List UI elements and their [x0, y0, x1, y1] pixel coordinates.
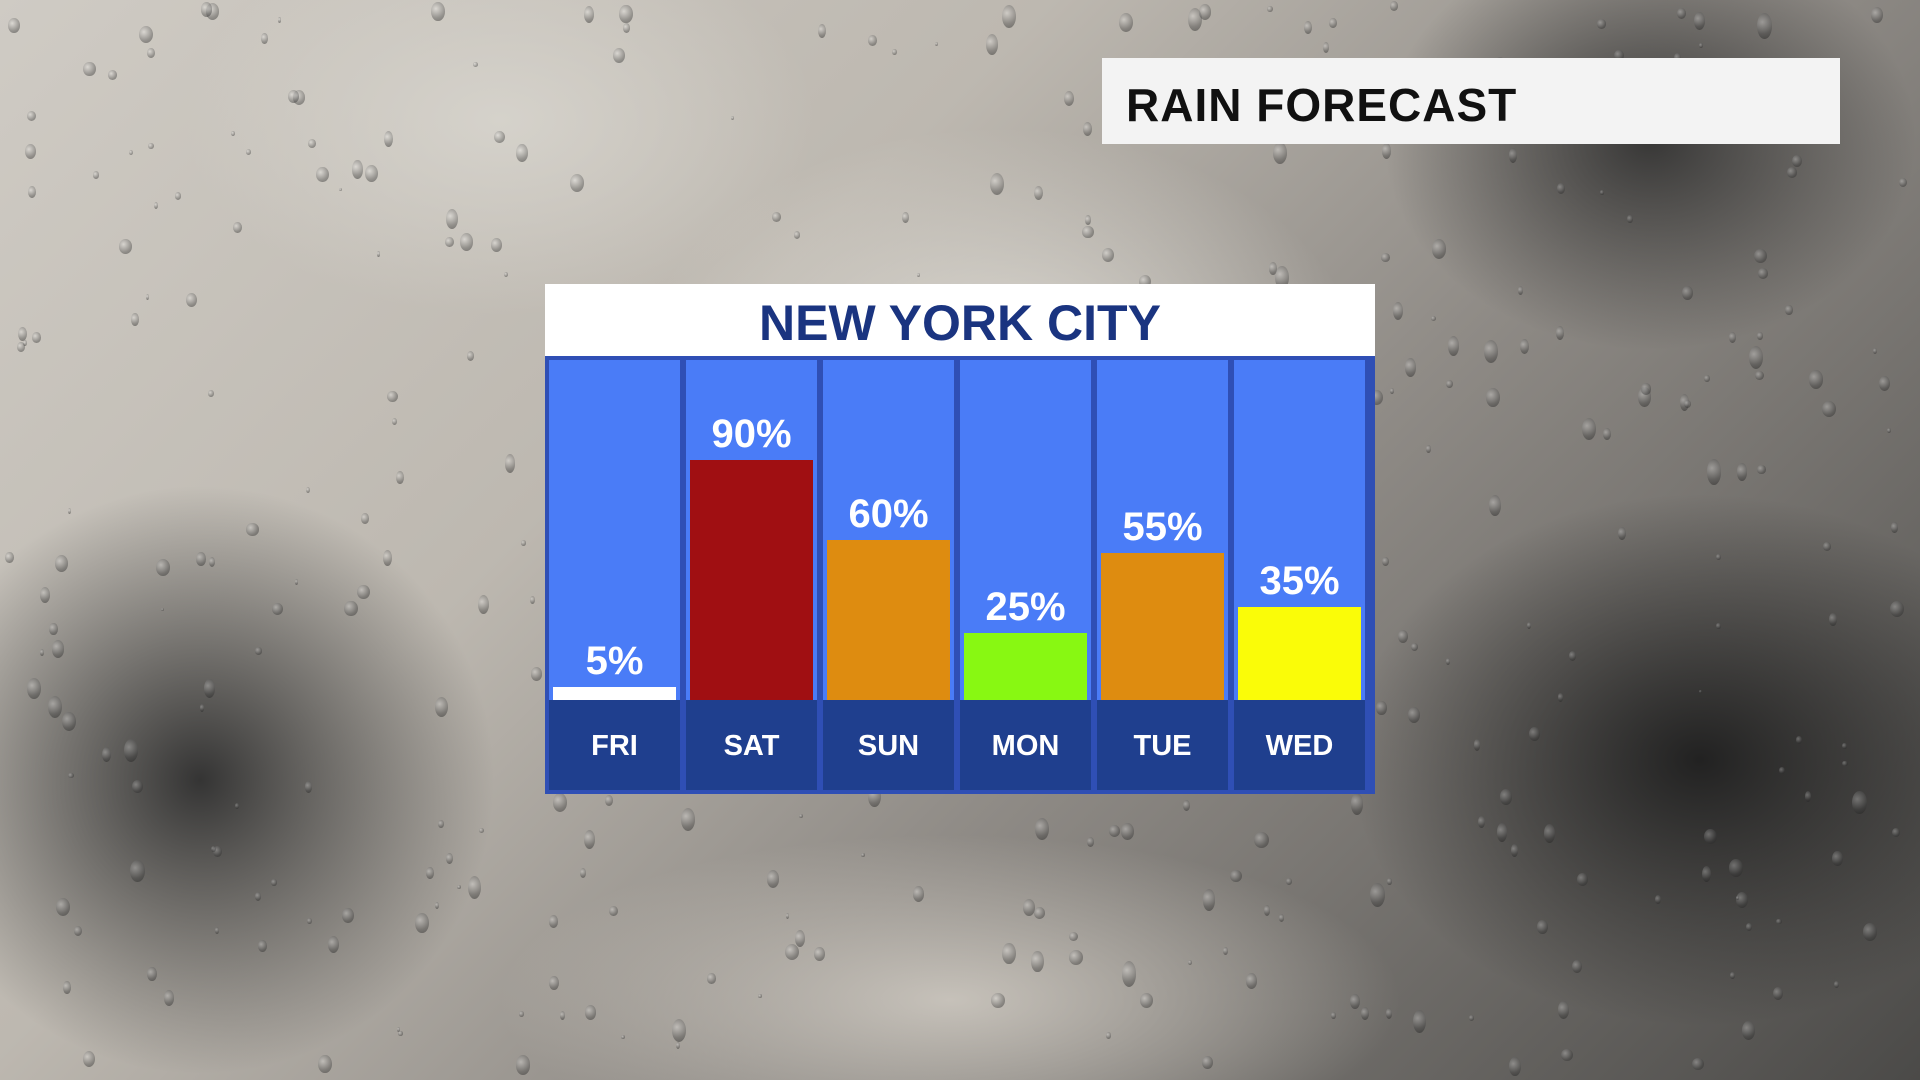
day-label-box: SUN: [823, 700, 954, 790]
data-label-fri: 5%: [585, 638, 644, 683]
day-label-box: TUE: [1097, 700, 1228, 790]
day-label-box: MON: [960, 700, 1091, 790]
data-label-sat: 90%: [711, 412, 792, 456]
bar-column-sat: 90% SAT: [686, 360, 817, 790]
tick-label-tue: TUE: [1133, 730, 1192, 762]
forecast-panel: NEW YORK CITY 5% FRI 90% SAT 60% SUN 25% MON 55%…: [545, 284, 1375, 794]
chart-header: NEW YORK CITY: [545, 284, 1375, 356]
bar-fri: [553, 686, 676, 700]
bar-sun: [827, 540, 950, 700]
data-label-mon: 25%: [985, 585, 1066, 630]
tick-label-fri: FRI: [591, 730, 638, 762]
bar-column-fri: 5% FRI: [549, 360, 680, 790]
data-label-wed: 35%: [1259, 558, 1340, 603]
bar-mon: [964, 633, 1087, 700]
bar-column-wed: 35% WED: [1234, 360, 1365, 790]
tick-label-sat: SAT: [723, 730, 780, 762]
tick-label-wed: WED: [1265, 730, 1334, 762]
data-label-sun: 60%: [848, 492, 929, 536]
day-label-box: FRI: [549, 700, 680, 790]
day-label-box: WED: [1234, 700, 1365, 790]
data-label-tue: 55%: [1122, 505, 1203, 550]
page-title: RAIN FORECAST: [1126, 79, 1518, 131]
bar-column-tue: 55% TUE: [1097, 360, 1228, 790]
bar-column-mon: 25% MON: [960, 360, 1091, 790]
bar-wed: [1238, 606, 1361, 700]
bar-sat: [690, 460, 813, 700]
tick-label-mon: MON: [991, 730, 1060, 762]
tick-label-sun: SUN: [857, 730, 920, 762]
chart-title: NEW YORK CITY: [759, 295, 1161, 351]
day-label-box: SAT: [686, 700, 817, 790]
bar-chart: 5% FRI 90% SAT 60% SUN 25% MON 55% TUE 35% WED: [545, 356, 1375, 794]
title-banner: RAIN FORECAST: [1102, 58, 1840, 144]
bar-tue: [1101, 553, 1224, 700]
bar-column-sun: 60% SUN: [823, 360, 954, 790]
